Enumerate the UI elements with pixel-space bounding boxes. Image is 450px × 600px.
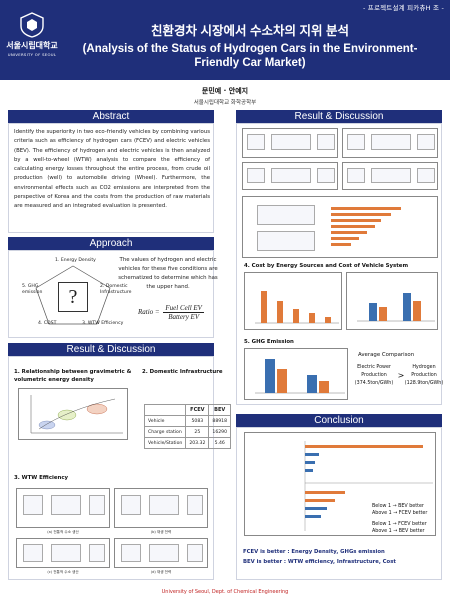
author-block: 문민예 · 안예지 서울시립대학교 화학공학부 [0, 86, 450, 106]
schematic-diagram-3 [242, 162, 338, 190]
efficiency-bars-graphic [331, 207, 401, 246]
ratio-summary-bars [304, 441, 433, 531]
university-emblem-icon [20, 12, 44, 38]
table-row: Charge station 25 16290 [143, 426, 232, 438]
ratio-numerator: Fuel Cell EV [163, 304, 204, 313]
energy-density-plot [18, 388, 128, 440]
table-cell: 5.46 [208, 437, 232, 449]
energy-density-plot-graphic [30, 395, 123, 434]
table-cell: Vehicle [143, 415, 187, 427]
logo-korean-text: 서울시립대학교 [6, 41, 58, 50]
ratio-summary-chart [244, 432, 436, 536]
table-header-cell: BEV [208, 404, 232, 416]
table-cell: 203.32 [185, 437, 210, 449]
schematic-diagram-1 [242, 128, 338, 158]
ghg-emission-bars [255, 359, 345, 394]
comparison-symbol: > [397, 371, 405, 380]
wtw-caption-a: (a) 전통적 수소 생산 [47, 530, 79, 534]
result-left-header: Result & Discussion [8, 343, 214, 356]
conclusion-line-2: BEV is better : WTW efficiency, Infrastr… [243, 559, 396, 565]
table-cell: 25 [185, 426, 210, 438]
legend-fcev-better: Above 1 → FCEV better [372, 511, 428, 516]
efficiency-comparison-figure [242, 196, 438, 258]
energy-cost-chart [244, 272, 342, 330]
energy-cost-bars [255, 291, 339, 324]
infrastructure-table: FCEV BEV Vehicle 5083 88918 Charge stati… [143, 404, 232, 449]
average-comparison-title: Average Comparison [358, 352, 415, 358]
table-cell: 5083 [185, 415, 210, 427]
result-item-2-title: 2. Domestic Infrastructure [142, 369, 223, 375]
result-right-header: Result & Discussion [236, 110, 442, 123]
abstract-header: Abstract [8, 110, 214, 123]
legend-fcev-better-2: Below 1 → FCEV better [372, 522, 427, 527]
approach-label-ghg: 5. GHG emission [22, 284, 43, 295]
approach-question-mark: ? [58, 282, 88, 312]
approach-label-infrastructure: 2. Domestic Infrastructure [100, 284, 132, 295]
wtw-diagram-c [16, 538, 110, 568]
abstract-frame [8, 123, 214, 233]
ghg-emission-chart [244, 348, 348, 400]
team-tag: - 프로젝트설계 피카츄H 조 - [362, 4, 444, 12]
footer: University of Seoul, Dept. of Chemical E… [161, 589, 289, 595]
title-korean: 친환경차 시장에서 수소차의 지위 분석 [151, 24, 349, 38]
table-cell: Vehicle/Station [143, 437, 187, 449]
table-row: Vehicle 5083 88918 [143, 415, 232, 427]
approach-header: Approach [8, 237, 214, 250]
result-item-4-title: 4. Cost by Energy Sources and Cost of Ve… [244, 263, 409, 269]
author-department: 서울시립대학교 화학공학부 [193, 100, 257, 106]
table-header-cell: FCEV [185, 404, 210, 416]
hydrogen-production: Hydrogen Production (128.9ton/GWh) [404, 365, 444, 386]
ratio-formula: Ratio = Fuel Cell EV Battery EV [138, 304, 204, 321]
wtw-caption-b: (b) 재생 전력 [150, 530, 172, 534]
abstract-text: Identify the superiority in two eco-frie… [14, 129, 210, 210]
wtw-caption-d: (d) 재생 전력 [150, 570, 172, 574]
table-cell: 16290 [208, 426, 232, 438]
title-banner: - 프로젝트설계 피카츄H 조 - 서울시립대학교 UNIVERSITY OF … [0, 0, 450, 80]
vehicle-cost-chart [346, 272, 438, 330]
title-english-line-2: Friendly Car Market) [194, 57, 306, 69]
table-cell: Charge station [143, 426, 187, 438]
result-item-5-title: 5. GHG Emission [244, 339, 294, 345]
approach-label-energy-density: 1. Energy Density [55, 258, 96, 263]
poster-title: 친환경차 시장에서 수소차의 지위 분석 (Analysis of the St… [60, 20, 440, 70]
table-header-row: FCEV BEV [143, 404, 232, 416]
author-names: 문민예 · 안예지 [201, 87, 249, 95]
conclusion-summary: FCEV is better : Energy Density, GHGs em… [243, 547, 396, 567]
approach-frame [8, 250, 214, 338]
table-header-cell [143, 404, 187, 416]
approach-description: The values of hydrogen and electric vehi… [118, 257, 218, 290]
schematic-diagram-4 [342, 162, 438, 190]
conclusion-header: Conclusion [236, 414, 442, 427]
wtw-diagram-a [16, 488, 110, 528]
wtw-caption-c: (c) 전통적 수소 생산 [47, 570, 79, 574]
approach-pentagon [35, 265, 111, 325]
wtw-diagram-d [114, 538, 208, 568]
table-cell: 88918 [208, 415, 232, 427]
legend-bev-better: Below 1 → BEV better [372, 504, 424, 509]
conclusion-line-1: FCEV is better : Energy Density, GHGs em… [243, 549, 385, 555]
university-logo: 서울시립대학교 UNIVERSITY OF SEOUL [6, 12, 58, 64]
ratio-label: Ratio = [138, 308, 160, 317]
result-item-1-title: 1. Relationship between gravimetric & vo… [14, 369, 132, 383]
wtw-diagram-b [114, 488, 208, 528]
ratio-denominator: Battery EV [168, 313, 200, 321]
electric-power-production: Electric Power Production (374.5ton/GWh) [354, 365, 394, 386]
vehicle-cost-bars [357, 293, 435, 322]
title-english-line-1: (Analysis of the Status of Hydrogen Cars… [82, 43, 418, 55]
schematic-diagram-2 [342, 128, 438, 158]
approach-label-wtw: 3. WTW Efficiency [82, 321, 124, 326]
logo-english-text: UNIVERSITY OF SEOUL [7, 52, 57, 57]
result-item-3-title: 3. WTW Efficiency [14, 475, 69, 481]
table-row: Vehicle/Station 203.32 5.46 [143, 437, 232, 449]
approach-label-cost: 4. COST [38, 321, 57, 326]
legend-bev-better-2: Above 1 → BEV better [372, 529, 425, 534]
